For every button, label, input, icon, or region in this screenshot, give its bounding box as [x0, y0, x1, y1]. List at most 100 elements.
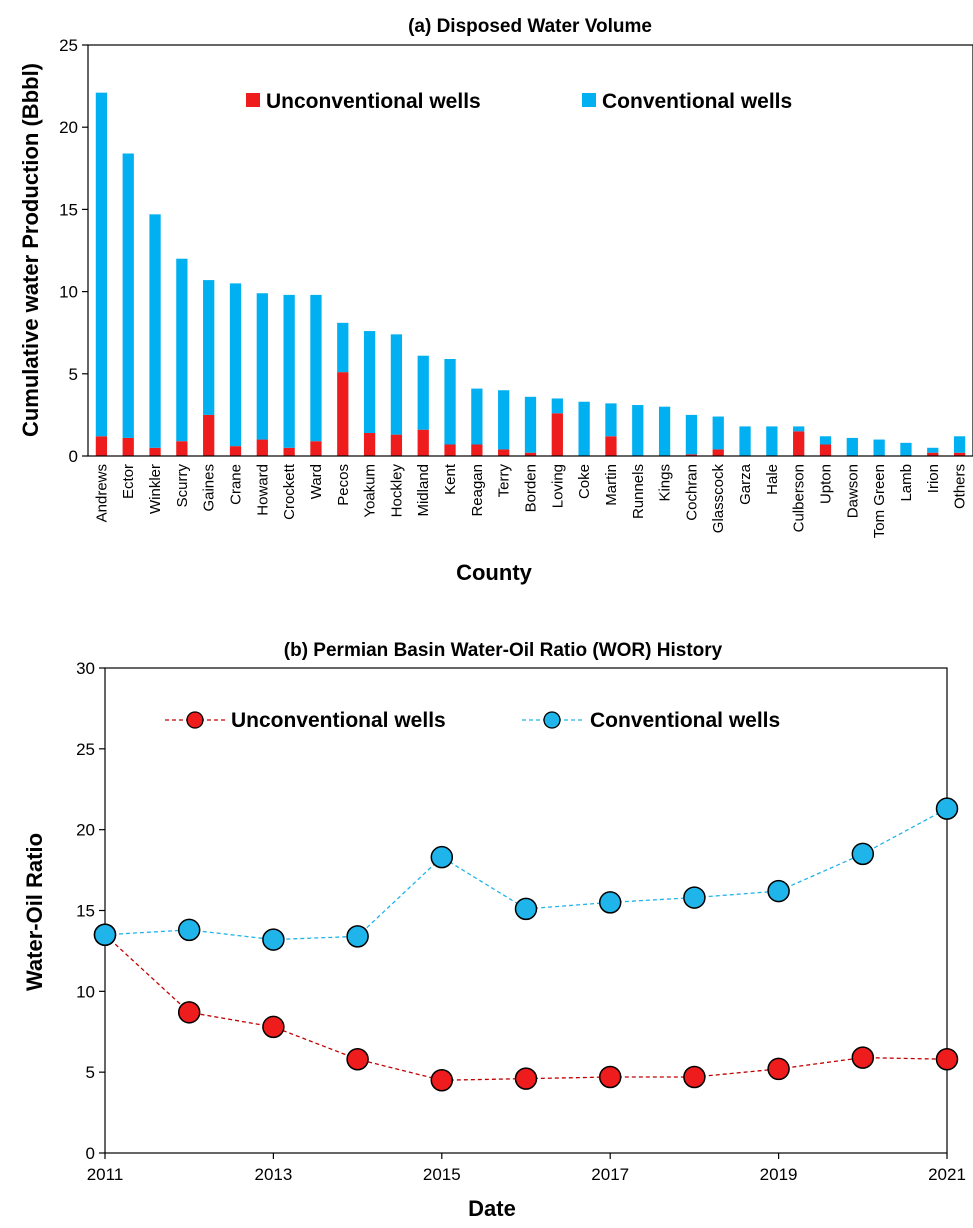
bar-conventional: [953, 436, 966, 453]
bar-unconventional: [927, 452, 939, 456]
chart-a-category-label: Scurry: [174, 464, 191, 508]
bar-conventional: [927, 447, 939, 453]
chart-a-y-tick-label: 5: [69, 365, 78, 384]
bar-conventional: [417, 355, 429, 430]
bar-conventional: [95, 92, 108, 437]
chart-b: (b) Permian Basin Water-Oil Ratio (WOR) …: [22, 640, 966, 1221]
chart-a-category-label: Others: [952, 464, 969, 509]
bar-unconventional: [551, 413, 563, 456]
chart-a-category-label: Andrews: [93, 464, 110, 522]
chart-b-point-conventional: [514, 897, 538, 921]
chart-a-category-label: Howard: [254, 464, 271, 516]
bar-conventional: [498, 390, 510, 450]
chart-a-bars: [95, 92, 966, 456]
chart-a-legend-swatch-conventional: [582, 93, 596, 107]
chart-b-y-tick-label: 30: [76, 659, 95, 678]
chart-a-category-label: Ector: [120, 464, 137, 499]
bar-conventional: [229, 283, 242, 447]
bar-conventional: [310, 294, 322, 442]
chart-b-y-tick-label: 5: [86, 1063, 95, 1082]
chart-b-y-tick-label: 10: [76, 982, 95, 1001]
chart-a-category-label: Martin: [603, 464, 620, 506]
bar-conventional: [605, 403, 617, 437]
bar-conventional: [471, 388, 483, 445]
chart-b-x-tick-label: 2017: [591, 1165, 629, 1184]
chart-a-category-label: Coke: [576, 464, 593, 499]
bar-unconventional: [122, 437, 134, 456]
bar-conventional: [658, 406, 671, 456]
bar-conventional: [256, 293, 268, 440]
chart-b-point-conventional: [598, 891, 622, 914]
chart-b-series-lines: [104, 808, 948, 1081]
bar-conventional: [551, 398, 563, 414]
chart-a-category-label: Garza: [737, 463, 754, 505]
bar-conventional: [283, 294, 295, 448]
bar-unconventional: [793, 431, 805, 456]
bar-conventional: [444, 359, 456, 445]
bar-unconventional: [390, 434, 403, 456]
chart-a-y-tick-label: 15: [59, 200, 78, 219]
chart-b-legend-label-conventional: Conventional wells: [590, 709, 780, 732]
chart-a-category-label: Crockett: [281, 463, 298, 520]
chart-a-y-ticks: 0 5 10 15 20 25: [59, 36, 88, 466]
bar-conventional: [632, 405, 644, 456]
chart-b-legend-marker-unconventional: [186, 711, 204, 729]
chart-b-point-conventional: [262, 928, 285, 951]
chart-b-series-points: [93, 797, 959, 1092]
chart-b-line-conventional: [104, 808, 948, 941]
chart-a-plot-frame: [87, 44, 973, 457]
chart-a-category-label: Gaines: [201, 464, 218, 512]
chart-b-y-tick-label: 25: [76, 740, 95, 759]
chart-b-x-tick-label: 2011: [87, 1165, 124, 1184]
chart-b-axis-ticks: 0 5 10 15 20 25 30 2011 2013 2015 2017 2019 2021: [76, 659, 966, 1184]
chart-b-point-unconventional: [177, 1001, 201, 1024]
bar-conventional: [766, 426, 778, 456]
chart-b-point-unconventional: [262, 1015, 285, 1039]
chart-a-title: (a) Disposed Water Volume: [408, 16, 652, 37]
chart-a-category-label: Midland: [415, 464, 432, 517]
bar-conventional: [793, 426, 805, 432]
chart-a-category-label: Tom Green: [871, 464, 888, 538]
chart-a-legend-swatch-unconventional: [246, 93, 260, 107]
chart-a-category-label: Reagan: [469, 464, 486, 517]
chart-a-y-axis-title: Cumulative water Production (Bbbl): [18, 63, 43, 437]
chart-a-category-label: Kings: [657, 464, 674, 502]
bar-unconventional: [712, 449, 724, 456]
chart-a-category-label: Irion: [925, 464, 942, 493]
bar-unconventional: [417, 429, 429, 456]
chart-b-line-unconventional: [104, 934, 948, 1081]
bar-conventional: [578, 401, 590, 456]
bar-conventional: [176, 258, 188, 442]
chart-a-category-label: Hale: [764, 464, 781, 495]
chart-a-category-label: Winkler: [147, 464, 164, 514]
bar-conventional: [524, 396, 537, 453]
bar-conventional: [122, 153, 134, 438]
chart-a-legend: Unconventional wells Conventional wells: [246, 90, 792, 113]
bar-conventional: [337, 322, 349, 373]
bar-unconventional: [363, 432, 376, 456]
bar-unconventional: [471, 444, 483, 456]
chart-a-x-axis-title: County: [456, 560, 533, 585]
bar-unconventional: [444, 444, 456, 456]
chart-a-category-label: Yoakum: [362, 464, 379, 518]
bar-conventional: [149, 214, 161, 448]
chart-a-category-label: Crane: [228, 464, 245, 505]
bar-unconventional: [337, 372, 349, 456]
chart-a-category-label: Glasscock: [710, 464, 727, 534]
bar-conventional: [390, 334, 403, 435]
bar-conventional: [846, 437, 858, 456]
chart-a-category-label: Ward: [308, 464, 325, 499]
chart-b-legend-marker-conventional: [543, 711, 561, 729]
chart-b-point-unconventional: [683, 1065, 706, 1089]
chart-b-point-conventional: [851, 842, 875, 866]
chart-b-legend: Unconventional wells Conventional wells: [165, 709, 780, 732]
chart-b-point-conventional: [935, 797, 959, 820]
chart-b-x-tick-label: 2013: [254, 1165, 292, 1184]
chart-b-point-unconventional: [935, 1047, 959, 1071]
bar-unconventional: [953, 452, 966, 456]
chart-b-point-conventional: [430, 845, 454, 869]
bar-unconventional: [95, 436, 108, 456]
chart-a: (a) Disposed Water Volume Cumulative wat…: [18, 16, 973, 585]
